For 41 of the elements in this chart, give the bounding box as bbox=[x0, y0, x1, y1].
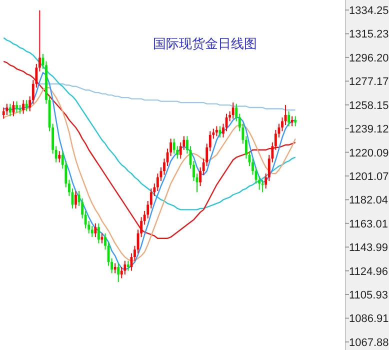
y-tick-label: 1277.17 bbox=[349, 76, 389, 88]
candlestick bbox=[2, 107, 5, 120]
candlestick bbox=[97, 222, 100, 244]
text: 国际现货金日线图 bbox=[153, 36, 257, 51]
candlestick bbox=[25, 100, 28, 112]
y-tick-label: 1201.07 bbox=[349, 170, 389, 183]
y-tick-label: 1124.96 bbox=[349, 266, 388, 278]
y-tick-label: 1239.12 bbox=[349, 124, 389, 136]
candlestick bbox=[288, 110, 290, 127]
candlestick bbox=[8, 103, 12, 117]
candlestick bbox=[124, 260, 126, 275]
y-tick-label: 1258.15 bbox=[349, 100, 389, 112]
line-series bbox=[3, 60, 296, 239]
candlestick bbox=[6, 103, 8, 116]
candlestick bbox=[290, 116, 294, 127]
y-tick-label: 1105.93 bbox=[349, 290, 388, 302]
y-tick-label: 1315.23 bbox=[349, 28, 389, 41]
candlestick bbox=[114, 262, 116, 274]
candlestick bbox=[74, 190, 77, 209]
candlestick bbox=[22, 100, 25, 114]
candlestick bbox=[232, 102, 234, 120]
candlestick bbox=[117, 262, 120, 282]
candlestick bbox=[261, 179, 264, 193]
candlestick bbox=[172, 138, 176, 154]
y-tick-label: 1296.20 bbox=[349, 52, 389, 64]
candlestick bbox=[94, 222, 97, 238]
y-tick-label: 1163.01 bbox=[349, 218, 388, 230]
y-tick-label: 1067.88 bbox=[349, 336, 389, 349]
y-tick-label: 1143.99 bbox=[349, 242, 388, 254]
candlestick bbox=[126, 260, 130, 272]
candlestick bbox=[215, 126, 218, 137]
candlestick bbox=[58, 150, 61, 163]
y-tick-label: 1182.04 bbox=[349, 194, 388, 207]
y-tick-label: 1220.09 bbox=[349, 147, 389, 160]
y-tick-label: 1334.25 bbox=[349, 5, 389, 18]
y-tick-label: 1086.91 bbox=[349, 313, 389, 326]
line-series bbox=[36, 83, 296, 111]
candlestick bbox=[90, 225, 94, 238]
candlestick bbox=[294, 116, 297, 127]
line-series bbox=[3, 37, 296, 210]
candlestick bbox=[16, 100, 18, 114]
